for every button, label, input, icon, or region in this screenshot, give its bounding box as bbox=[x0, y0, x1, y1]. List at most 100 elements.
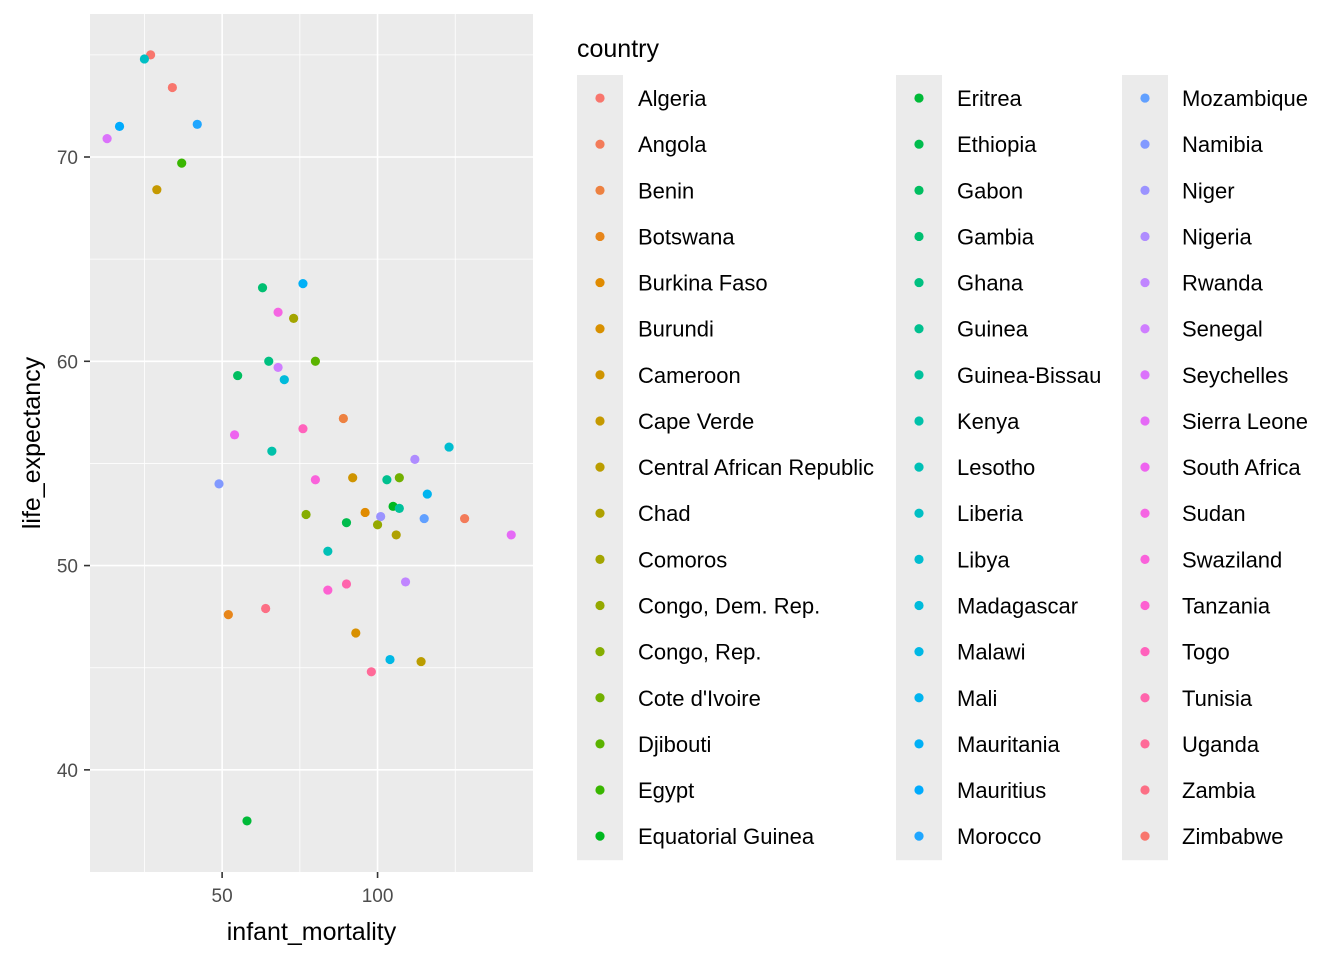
legend-label: Libya bbox=[957, 547, 1010, 572]
legend-key bbox=[1140, 324, 1150, 334]
legend-label: Egypt bbox=[638, 778, 694, 803]
data-point-ethiopia bbox=[341, 518, 352, 528]
legend-key bbox=[914, 785, 924, 795]
legend-label: Tanzania bbox=[1182, 593, 1271, 618]
legend-key bbox=[1140, 600, 1150, 611]
legend-key bbox=[914, 554, 924, 564]
legend-key bbox=[1140, 739, 1150, 749]
legend-label: Cameroon bbox=[638, 363, 741, 388]
data-point-benin bbox=[338, 413, 348, 424]
legend-key bbox=[595, 508, 605, 518]
data-point-cameroon bbox=[348, 473, 358, 483]
legend-key bbox=[595, 93, 605, 103]
legend-key bbox=[1140, 462, 1150, 472]
data-point-morocco bbox=[192, 119, 202, 129]
legend-key bbox=[914, 647, 924, 657]
axes: 50 100 40 50 60 70 infant_mortality life_expect… bbox=[18, 148, 397, 946]
data-point-sudan bbox=[273, 307, 283, 317]
data-point-botswana bbox=[223, 610, 233, 620]
legend-label: Ethiopia bbox=[957, 132, 1037, 157]
legend-label: Rwanda bbox=[1182, 271, 1263, 296]
legend-key bbox=[914, 831, 924, 841]
legend-key bbox=[1140, 277, 1150, 288]
legend-key bbox=[914, 693, 924, 703]
data-point-south-africa bbox=[229, 430, 240, 440]
legend-key bbox=[1140, 93, 1150, 103]
data-point-tunisia bbox=[341, 579, 352, 589]
x-tick-label: 100 bbox=[362, 886, 394, 907]
data-point-libya bbox=[444, 442, 454, 452]
legend-key bbox=[1140, 370, 1150, 380]
data-point-burundi bbox=[351, 628, 361, 638]
legend-label: Togo bbox=[1182, 640, 1230, 665]
legend-key bbox=[595, 647, 605, 657]
legend-label: Burundi bbox=[638, 317, 714, 342]
y-tick-label: 50 bbox=[57, 557, 78, 578]
legend-label: Sudan bbox=[1182, 501, 1246, 526]
data-point-malawi bbox=[385, 654, 395, 665]
y-tick-label: 70 bbox=[57, 148, 78, 169]
legend-label: Mali bbox=[957, 686, 997, 711]
legend-key bbox=[914, 93, 924, 103]
data-point-central-african-republic bbox=[416, 656, 426, 667]
data-point-niger bbox=[376, 511, 386, 522]
legend-key bbox=[914, 370, 924, 380]
legend-key bbox=[914, 185, 924, 195]
legend-key bbox=[595, 185, 605, 195]
legend-label: Tunisia bbox=[1182, 686, 1253, 711]
data-point-tanzania bbox=[323, 585, 333, 595]
legend-label: Ghana bbox=[957, 271, 1024, 296]
legend-label: Madagascar bbox=[957, 593, 1078, 618]
data-points bbox=[102, 50, 516, 826]
legend-key bbox=[914, 324, 924, 334]
data-point-seychelles bbox=[102, 134, 112, 144]
legend-label: Congo, Rep. bbox=[638, 640, 762, 665]
data-point-chad bbox=[391, 530, 401, 540]
legend-key bbox=[914, 416, 924, 426]
legend-label: Burkina Faso bbox=[638, 271, 768, 296]
legend-label: Mozambique bbox=[1182, 86, 1308, 111]
legend-label: Djibouti bbox=[638, 732, 711, 757]
legend-label: Eritrea bbox=[957, 86, 1023, 111]
legend-key bbox=[595, 600, 605, 611]
legend-key bbox=[595, 739, 605, 749]
legend-label: Zambia bbox=[1182, 778, 1256, 803]
legend-label: Mauritius bbox=[957, 778, 1046, 803]
legend-label: Namibia bbox=[1182, 132, 1263, 157]
data-point-ghana bbox=[264, 356, 274, 366]
legend-label: Zimbabwe bbox=[1182, 824, 1283, 849]
data-point-cote-d-ivoire bbox=[394, 473, 404, 483]
legend-key bbox=[1140, 785, 1150, 795]
legend-label: Chad bbox=[638, 501, 691, 526]
data-point-guinea-bissau bbox=[394, 503, 404, 513]
data-point-mauritius bbox=[114, 121, 125, 131]
data-point-kenya bbox=[267, 446, 277, 456]
data-point-nigeria bbox=[410, 454, 420, 464]
legend-key bbox=[595, 370, 605, 380]
legend-label: Cote d'Ivoire bbox=[638, 686, 761, 711]
legend-key bbox=[1140, 647, 1150, 657]
legend-key bbox=[1140, 416, 1150, 426]
data-point-congo-dem-rep- bbox=[372, 520, 383, 530]
legend-label: Senegal bbox=[1182, 317, 1263, 342]
legend-label: Liberia bbox=[957, 501, 1024, 526]
legend-label: Morocco bbox=[957, 824, 1041, 849]
legend-key bbox=[595, 693, 605, 703]
legend-key bbox=[914, 231, 924, 242]
data-point-namibia bbox=[214, 479, 224, 489]
data-point-uganda bbox=[366, 667, 376, 677]
legend-label: Uganda bbox=[1182, 732, 1260, 757]
legend-key bbox=[1140, 508, 1150, 518]
legend-key bbox=[595, 785, 605, 795]
legend-key bbox=[595, 324, 605, 334]
legend-label: Cape Verde bbox=[638, 409, 754, 434]
legend-label: Equatorial Guinea bbox=[638, 824, 815, 849]
x-axis-title: infant_mortality bbox=[227, 918, 397, 946]
legend-key bbox=[914, 277, 924, 288]
data-point-mozambique bbox=[419, 513, 429, 524]
data-point-mali bbox=[422, 489, 432, 499]
legend-key bbox=[1140, 139, 1150, 149]
legend-label: Nigeria bbox=[1182, 224, 1252, 249]
legend-key bbox=[914, 508, 924, 518]
